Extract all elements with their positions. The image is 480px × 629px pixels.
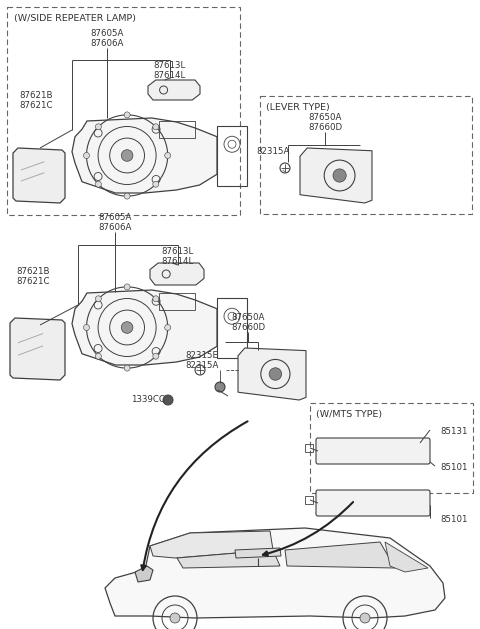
Circle shape — [96, 353, 101, 359]
Text: 82315E: 82315E — [185, 352, 218, 360]
Circle shape — [121, 150, 133, 161]
Circle shape — [121, 321, 133, 333]
Text: 87621B: 87621B — [19, 91, 53, 99]
Text: (W/MTS TYPE): (W/MTS TYPE) — [316, 410, 382, 419]
Bar — [7, 7, 240, 215]
Text: 87660D: 87660D — [231, 323, 265, 333]
Circle shape — [170, 613, 180, 623]
Polygon shape — [148, 80, 200, 100]
Polygon shape — [10, 318, 65, 380]
Circle shape — [153, 124, 159, 130]
Bar — [260, 96, 472, 214]
Text: (LEVER TYPE): (LEVER TYPE) — [266, 103, 330, 112]
Text: 87606A: 87606A — [90, 40, 124, 48]
Circle shape — [333, 169, 346, 182]
Text: 87660D: 87660D — [308, 123, 342, 133]
Bar — [310, 403, 473, 493]
Text: 87621C: 87621C — [19, 101, 53, 109]
Text: 85101: 85101 — [440, 464, 468, 472]
Text: 87605A: 87605A — [98, 213, 132, 223]
Text: 87621C: 87621C — [16, 277, 50, 286]
Polygon shape — [238, 348, 306, 400]
Polygon shape — [13, 148, 65, 203]
Text: 87613L: 87613L — [162, 247, 194, 257]
Polygon shape — [135, 566, 153, 582]
Circle shape — [96, 181, 101, 187]
Circle shape — [124, 193, 130, 199]
Text: 82315A: 82315A — [185, 362, 219, 370]
Circle shape — [96, 124, 101, 130]
Text: (W/SIDE REPEATER LAMP): (W/SIDE REPEATER LAMP) — [14, 14, 136, 23]
Text: 87621B: 87621B — [16, 267, 50, 277]
Bar — [159, 293, 195, 309]
Circle shape — [124, 365, 130, 371]
Text: 87614L: 87614L — [162, 257, 194, 267]
Circle shape — [269, 368, 282, 381]
Circle shape — [153, 353, 159, 359]
Circle shape — [165, 152, 171, 159]
Text: 87605A: 87605A — [90, 30, 124, 38]
Bar — [217, 126, 247, 186]
Text: 87613L: 87613L — [154, 60, 186, 69]
Polygon shape — [285, 542, 395, 568]
Bar — [305, 444, 313, 452]
Circle shape — [96, 296, 101, 302]
Circle shape — [153, 296, 159, 302]
Polygon shape — [72, 290, 217, 365]
Bar — [159, 121, 195, 138]
FancyBboxPatch shape — [316, 490, 430, 516]
Circle shape — [124, 112, 130, 118]
Circle shape — [165, 325, 171, 330]
Circle shape — [84, 152, 89, 159]
Circle shape — [153, 181, 159, 187]
Circle shape — [124, 284, 130, 290]
Text: 87650A: 87650A — [308, 113, 342, 123]
Polygon shape — [150, 531, 273, 558]
Text: 82315A: 82315A — [256, 147, 290, 157]
Text: 85101: 85101 — [440, 516, 468, 525]
Text: 87614L: 87614L — [154, 70, 186, 79]
Polygon shape — [235, 548, 281, 558]
Text: 87650A: 87650A — [231, 313, 264, 323]
Text: 85131: 85131 — [440, 428, 468, 437]
Text: 87606A: 87606A — [98, 223, 132, 233]
Polygon shape — [105, 528, 445, 618]
Circle shape — [215, 382, 225, 392]
Circle shape — [84, 325, 89, 330]
Polygon shape — [72, 118, 217, 193]
Bar — [217, 298, 247, 357]
Polygon shape — [150, 263, 204, 285]
Bar — [305, 496, 313, 504]
Polygon shape — [300, 148, 372, 203]
Polygon shape — [177, 550, 280, 568]
Polygon shape — [385, 542, 428, 572]
Circle shape — [360, 613, 370, 623]
FancyBboxPatch shape — [316, 438, 430, 464]
Text: 1339CC: 1339CC — [131, 396, 165, 404]
Circle shape — [163, 395, 173, 405]
